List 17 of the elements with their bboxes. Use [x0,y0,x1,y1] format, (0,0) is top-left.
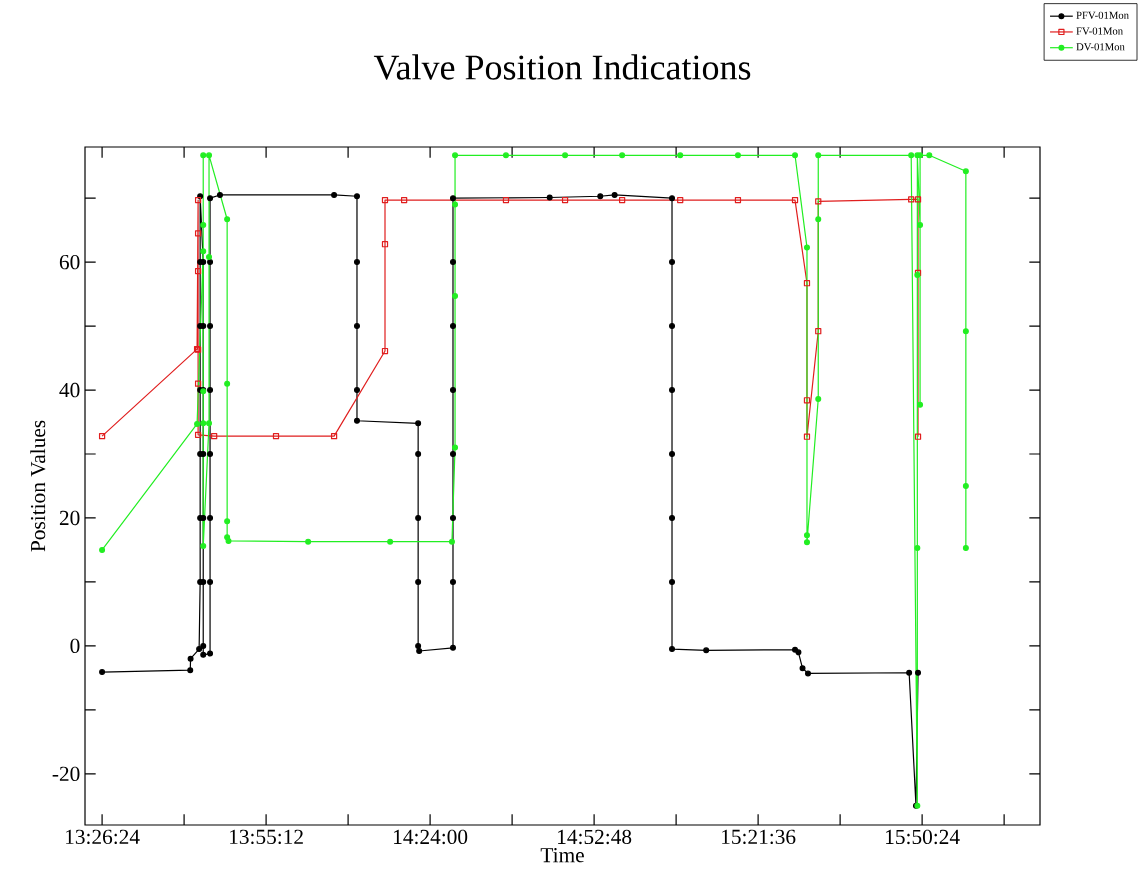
y-tick-label: 40 [59,382,80,398]
x-tick-label: 13:26:24 [66,829,140,845]
y-tick-label: 20 [59,510,80,526]
x-tick-label: 14:52:48 [558,829,632,845]
y-tick-label: 60 [59,254,80,270]
chart-title: Valve Position Indications [373,54,751,80]
y-tick-label: 0 [70,638,80,654]
legend-label: PFV-01Mon [1076,11,1129,19]
x-tick-label: 13:55:12 [230,829,303,845]
legend-label: FV-01Mon [1076,27,1123,35]
legend-label: DV-01Mon [1076,43,1125,51]
y-tick-label: -20 [52,766,80,782]
x-tick-label: 15:21:36 [722,829,796,845]
x-tick-label: 14:24:00 [394,829,468,845]
x-axis-title: Time [540,848,584,863]
x-tick-label: 15:50:24 [886,829,960,845]
y-axis-title: Position Values [30,420,46,552]
